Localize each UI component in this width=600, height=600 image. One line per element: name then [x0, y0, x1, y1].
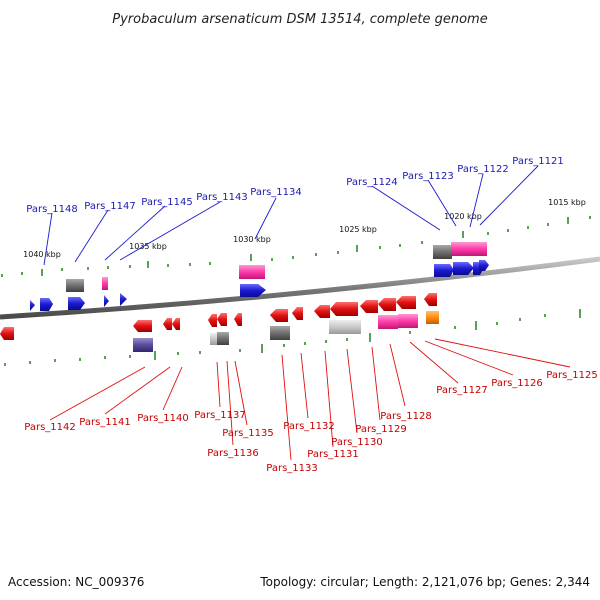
- map-title: Pyrobaculum arsenaticum DSM 13514, compl…: [112, 12, 487, 27]
- gene-arrow-reverse: [270, 309, 288, 322]
- gene-feature-gray: [433, 245, 452, 259]
- gene-arrow-reverse: [378, 298, 396, 311]
- gene-label[interactable]: Pars_1125: [546, 370, 597, 381]
- gene-label[interactable]: Pars_1141: [79, 417, 130, 428]
- topology-text: Topology: circular; Length: 2,121,076 bp…: [259, 575, 590, 589]
- gene-label[interactable]: Pars_1122: [457, 164, 508, 175]
- gene-arrow-reverse: [330, 302, 358, 316]
- gene-arrow-reverse: [234, 313, 242, 326]
- gene-label[interactable]: Pars_1121: [512, 156, 563, 167]
- gene-label[interactable]: Pars_1137: [194, 410, 245, 421]
- scale-label-1040: 1040 kbp: [23, 250, 61, 259]
- gene-arrow-forward: [104, 295, 109, 307]
- reverse-genes: [0, 293, 437, 340]
- gene-feature-pink: [398, 314, 418, 328]
- bottom-leader-lines: [49, 338, 571, 461]
- gene-label[interactable]: Pars_1128: [380, 411, 431, 422]
- gene-feature-pink: [378, 315, 398, 329]
- gene-label[interactable]: Pars_1124: [346, 177, 397, 188]
- bottom-gene-labels: Pars_1142 Pars_1141 Pars_1140 Pars_1137 …: [24, 370, 597, 474]
- gene-label[interactable]: Pars_1142: [24, 422, 75, 433]
- gene-arrow-reverse: [396, 296, 416, 309]
- gene-feature-gray: [217, 332, 229, 345]
- gene-label[interactable]: Pars_1147: [84, 201, 135, 212]
- upper-ruler-ticks: [1, 216, 591, 277]
- top-leader-lines: [43, 165, 539, 266]
- gene-label[interactable]: Pars_1130: [331, 437, 382, 448]
- gene-label[interactable]: Pars_1129: [355, 424, 406, 435]
- gene-arrow-forward: [434, 264, 454, 277]
- gene-arrow-reverse: [133, 320, 152, 332]
- gene-arrow-forward: [68, 297, 85, 310]
- scale-label-1025: 1025 kbp: [339, 225, 377, 234]
- scale-label-1035: 1035 kbp: [129, 242, 167, 251]
- top-gene-labels: Pars_1148 Pars_1147 Pars_1145 Pars_1143 …: [26, 156, 563, 215]
- gene-label[interactable]: Pars_1127: [436, 385, 487, 396]
- gene-arrow-reverse: [0, 327, 14, 340]
- gene-label[interactable]: Pars_1143: [196, 192, 247, 203]
- lower-ruler-ticks: [4, 309, 581, 366]
- gene-label[interactable]: Pars_1145: [141, 197, 192, 208]
- gene-arrow-reverse: [163, 318, 172, 330]
- gene-arrow-reverse: [208, 314, 217, 327]
- gene-label[interactable]: Pars_1136: [207, 448, 258, 459]
- gene-arrow-forward: [120, 293, 127, 306]
- gene-arrow-reverse: [217, 313, 227, 326]
- forward-genes: [30, 260, 489, 311]
- gene-label[interactable]: Pars_1126: [491, 378, 542, 389]
- lower-features: [133, 311, 439, 352]
- gene-arrow-forward: [453, 262, 474, 275]
- gene-label[interactable]: Pars_1134: [250, 187, 301, 198]
- gene-label[interactable]: Pars_1140: [137, 413, 188, 424]
- gene-feature-purple: [133, 338, 153, 352]
- gene-feature-lightgray: [329, 320, 361, 334]
- scale-label-1015: 1015 kbp: [548, 198, 586, 207]
- gene-feature-orange: [426, 311, 439, 324]
- gene-label[interactable]: Pars_1133: [266, 463, 317, 474]
- gene-arrow-reverse: [292, 307, 303, 320]
- gene-feature-pink: [239, 265, 265, 279]
- upper-features: [66, 242, 487, 292]
- gene-label[interactable]: Pars_1135: [222, 428, 273, 439]
- gene-label[interactable]: Pars_1123: [402, 171, 453, 182]
- gene-arrow-reverse: [172, 318, 180, 330]
- gene-arrow-forward: [30, 300, 35, 311]
- gene-feature-pink: [451, 242, 487, 256]
- scale-label-1030: 1030 kbp: [233, 235, 271, 244]
- gene-arrow-reverse: [360, 300, 378, 313]
- gene-label[interactable]: Pars_1131: [307, 449, 358, 460]
- scale-label-1020: 1020 kbp: [444, 212, 482, 221]
- genome-backbone: [0, 256, 600, 320]
- accession-text: Accession: NC_009376: [8, 575, 144, 589]
- gene-label[interactable]: Pars_1132: [283, 421, 334, 432]
- gene-arrow-forward: [479, 260, 489, 271]
- gene-feature-gray: [270, 326, 290, 340]
- gene-label[interactable]: Pars_1148: [26, 204, 77, 215]
- gene-arrow-forward: [40, 298, 53, 311]
- gene-feature-gray: [210, 333, 217, 345]
- gene-feature-gray: [66, 279, 84, 292]
- gene-arrow-reverse: [314, 305, 330, 318]
- gene-arrow-reverse: [424, 293, 437, 306]
- gene-arrow-forward: [240, 284, 266, 297]
- gene-feature-pink: [102, 277, 108, 290]
